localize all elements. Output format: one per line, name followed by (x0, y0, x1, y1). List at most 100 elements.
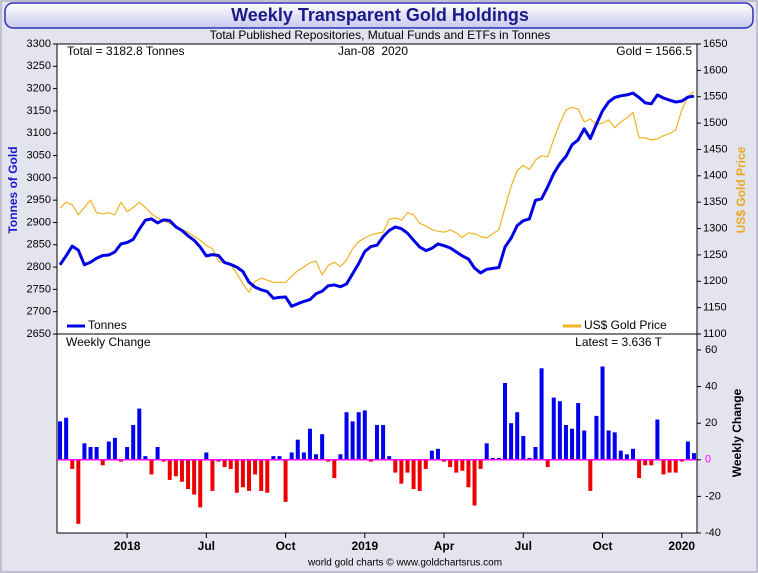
bar (198, 459, 203, 508)
bar (119, 459, 123, 462)
annotation: Weekly Change (66, 335, 151, 349)
y-tick-label: 3250 (27, 60, 51, 72)
bar (405, 459, 410, 473)
annotation: Gold = 1566.5 (616, 44, 692, 58)
bar (173, 459, 178, 477)
bar (606, 430, 611, 460)
bar (490, 457, 495, 460)
bar (307, 428, 312, 460)
bar (588, 459, 593, 491)
series-line (59, 91, 695, 293)
bar (283, 459, 288, 502)
x-tick-label: 2018 (114, 539, 141, 553)
bar (125, 446, 130, 460)
bar (137, 408, 142, 460)
bar (503, 382, 507, 460)
bar (289, 452, 294, 460)
bar (326, 459, 331, 462)
y-tick-label: 3000 (27, 172, 51, 184)
bar (570, 428, 575, 460)
bar (655, 419, 660, 460)
x-tick-label: 2019 (351, 539, 378, 553)
y-tick-label: 0 (705, 454, 711, 466)
y-axis-label: Tonnes of Gold (6, 146, 20, 233)
bar (106, 441, 111, 460)
bar (576, 403, 581, 460)
y-tick-label: 3050 (27, 149, 51, 161)
bar (643, 459, 648, 466)
bar (368, 459, 373, 462)
bar (691, 453, 696, 460)
y2-tick-label: 1550 (703, 91, 727, 103)
y-tick-label: 3200 (27, 83, 51, 95)
y-tick-label: 3300 (27, 38, 51, 50)
bar (618, 450, 623, 460)
bar (143, 456, 148, 460)
bar (612, 432, 617, 460)
bar (417, 459, 422, 491)
bar (362, 410, 367, 460)
bar (667, 459, 672, 473)
bar (393, 459, 398, 473)
bar (222, 459, 227, 468)
y-tick-label: 60 (705, 344, 717, 356)
bar (253, 459, 258, 475)
y2-tick-label: 1150 (703, 302, 727, 314)
bar (423, 459, 428, 469)
bar (466, 459, 471, 488)
y2-tick-label: 1100 (703, 328, 727, 340)
bar (509, 423, 514, 460)
y2-tick-label: 1450 (703, 143, 727, 155)
bar (247, 459, 251, 491)
bar (649, 459, 654, 466)
y-tick-label: 2750 (27, 283, 51, 295)
bar (399, 459, 404, 484)
y-tick-label: 20 (705, 417, 717, 429)
x-tick-label: Oct (276, 539, 296, 553)
bar (216, 459, 221, 462)
bar (527, 457, 532, 460)
y-tick-label: 2650 (27, 328, 51, 340)
x-tick-label: 2020 (668, 539, 695, 553)
y-tick-label: 3150 (27, 105, 51, 117)
bar (271, 456, 276, 460)
bar (685, 441, 690, 460)
bar (533, 446, 538, 460)
bar (515, 412, 520, 460)
bar (582, 430, 587, 460)
bar (204, 452, 209, 460)
y2-tick-label: 1200 (703, 275, 727, 287)
bar (442, 459, 447, 462)
bar (375, 425, 379, 460)
bar (301, 452, 306, 460)
x-tick-label: Jul (515, 539, 532, 553)
y2-tick-label: 1600 (703, 64, 727, 76)
bar (673, 459, 678, 473)
bar (179, 459, 184, 482)
bar (557, 401, 562, 460)
bar (563, 425, 568, 460)
chart-title: Weekly Transparent Gold Holdings (231, 5, 529, 25)
bar (637, 459, 642, 479)
bar (82, 443, 87, 460)
legend-label: US$ Gold Price (584, 318, 667, 332)
y2-tick-label: 1400 (703, 170, 727, 182)
y-tick-label: 2950 (27, 194, 51, 206)
y-tick-label: -20 (705, 490, 721, 502)
bar (484, 443, 489, 460)
bar (192, 459, 197, 495)
bar (295, 439, 300, 460)
bar (155, 446, 160, 460)
y2-tick-label: 1650 (703, 38, 727, 50)
bar (472, 459, 477, 506)
bar (454, 459, 459, 473)
bar (387, 456, 392, 460)
bar (631, 448, 635, 460)
bar (88, 446, 93, 460)
bar (259, 459, 264, 491)
bar (460, 459, 465, 471)
bar (539, 368, 544, 460)
bar (94, 446, 99, 460)
bar (545, 459, 550, 468)
